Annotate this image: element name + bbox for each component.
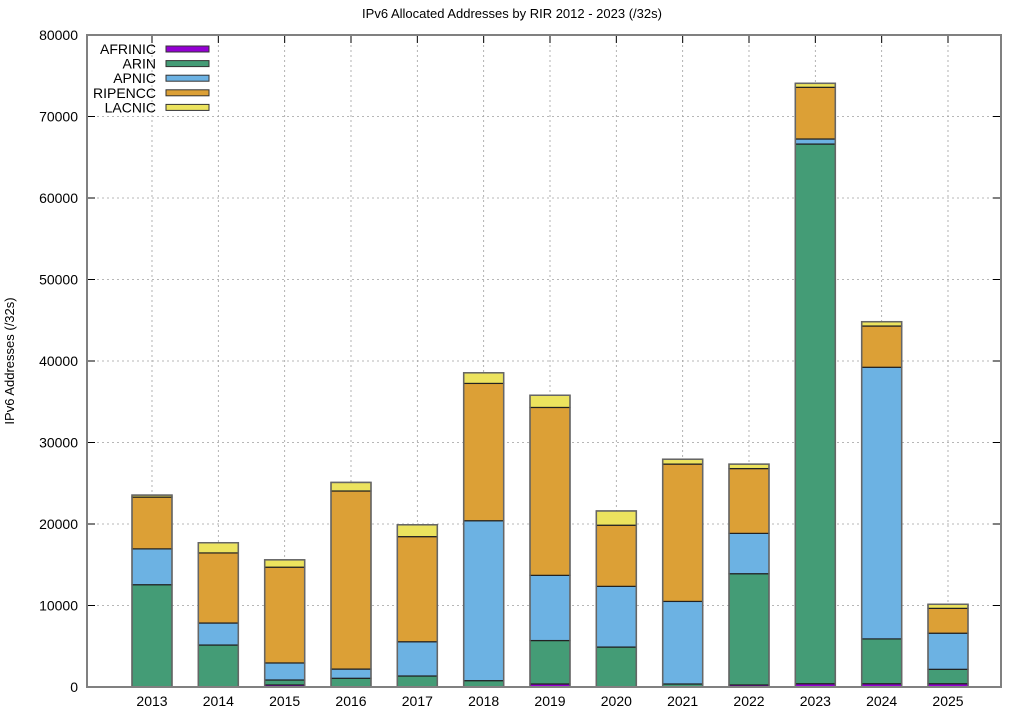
bar-segment-apnic <box>396 641 438 677</box>
bar-stack-2017 <box>396 524 439 688</box>
bar-segment-lacnic <box>396 524 438 538</box>
legend-label-afrinic: AFRINIC <box>100 41 156 57</box>
bar-segment-apnic <box>131 548 173 586</box>
bar-segment-apnic <box>595 585 637 648</box>
bar-segment-arin <box>728 573 770 686</box>
x-tick-label: 2020 <box>601 693 632 709</box>
y-tick-label: 20000 <box>39 516 78 532</box>
bar-segment-arin <box>264 679 306 686</box>
bar-segment-apnic <box>264 662 306 681</box>
bar-segment-arin <box>794 143 836 685</box>
bar-segment-lacnic <box>595 510 637 526</box>
bar-stack-2025 <box>927 603 969 688</box>
bar-segment-arin <box>131 584 173 688</box>
x-tick-label: 2018 <box>468 693 499 709</box>
bar-segment-lacnic <box>197 542 239 554</box>
chart-title: IPv6 Allocated Addresses by RIR 2012 - 2… <box>362 6 662 21</box>
bar-segment-ripencc <box>595 524 637 587</box>
x-tick-label: 2019 <box>534 693 565 709</box>
y-tick-label: 40000 <box>39 353 78 369</box>
bar-segment-arin <box>396 675 438 688</box>
bar-segment-ripencc <box>794 86 836 140</box>
bar-stack-2014 <box>197 541 240 688</box>
bar-segment-ripencc <box>662 463 704 603</box>
bar-stack-2024 <box>860 320 903 688</box>
bar-segment-lacnic <box>264 559 306 568</box>
bar-stack-2023 <box>794 82 837 688</box>
y-tick-label: 60000 <box>39 190 78 206</box>
y-tick-label: 0 <box>70 679 78 695</box>
bar-segment-ripencc <box>396 536 438 643</box>
legend-label-apnic: APNIC <box>113 70 156 86</box>
legend-label-arin: ARIN <box>123 56 156 72</box>
bar-stack-2013 <box>131 494 173 688</box>
bar-stack-2021 <box>661 458 704 688</box>
x-tick-label: 2013 <box>136 693 167 709</box>
bar-stack-2016 <box>330 481 372 688</box>
bar-segment-arin <box>529 639 571 685</box>
x-tick-label: 2017 <box>402 693 433 709</box>
bar-segment-apnic <box>662 600 704 685</box>
bar-segment-apnic <box>927 632 969 670</box>
axes: 0 10000 20000 30000 40000 50000 60000 70000 8000… <box>39 27 1002 709</box>
bar-stack-2019 <box>529 394 571 688</box>
bar-stack-2018 <box>462 372 505 688</box>
bar-segment-ripencc <box>728 467 770 534</box>
x-tick-label: 2023 <box>800 693 831 709</box>
y-tick-label: 30000 <box>39 435 78 451</box>
legend-swatch-arin <box>165 60 210 68</box>
legend-swatch-lacnic <box>165 103 210 111</box>
bar-segment-apnic <box>728 532 770 575</box>
bar-segment-apnic <box>861 366 903 640</box>
bar-segment-ripencc <box>330 490 372 670</box>
x-tick-label: 2022 <box>733 693 764 709</box>
bar-segment-arin <box>861 638 903 685</box>
plot-frame <box>86 34 1002 688</box>
bar-segment-apnic <box>794 138 836 145</box>
bar-stack-2022 <box>728 463 770 688</box>
bar-segment-apnic <box>529 574 571 642</box>
y-tick-label: 70000 <box>39 109 78 125</box>
bar-segment-apnic <box>330 668 372 679</box>
x-tick-label: 2015 <box>269 693 300 709</box>
bar-segment-arin <box>463 680 505 688</box>
bar-segment-ripencc <box>463 382 505 522</box>
x-tick-label: 2024 <box>866 693 897 709</box>
bar-segment-lacnic <box>529 394 571 409</box>
bar-stack-2015 <box>263 559 306 688</box>
x-tick-label: 2014 <box>203 693 234 709</box>
bar-segment-arin <box>595 646 637 688</box>
y-axis-label: IPv6 Addresses (/32s) <box>2 297 17 424</box>
x-tick-label: 2021 <box>667 693 698 709</box>
bar-segment-arin <box>330 677 372 688</box>
bar-segment-ripencc <box>927 607 969 634</box>
legend-label-ripencc: RIPENCC <box>93 85 156 101</box>
bar-segment-ripencc <box>529 406 571 576</box>
x-tick-label: 2025 <box>932 693 963 709</box>
bar-segment-apnic <box>197 622 239 646</box>
legend-label-lacnic: LACNIC <box>105 99 156 115</box>
bar-segment-ripencc <box>131 496 173 550</box>
bar-segment-lacnic <box>330 481 372 492</box>
y-tick-label: 10000 <box>39 598 78 614</box>
y-tick-label: 50000 <box>39 272 78 288</box>
x-tick-label: 2016 <box>335 693 366 709</box>
bar-segment-arin <box>927 668 969 685</box>
legend-swatch-afrinic <box>165 45 210 53</box>
bar-segment-lacnic <box>463 372 505 385</box>
bar-segment-ripencc <box>264 566 306 664</box>
bar-segment-ripencc <box>861 325 903 368</box>
bar-stack-2020 <box>595 510 638 688</box>
bar-segment-arin <box>197 644 239 688</box>
legend-swatch-apnic <box>165 74 210 82</box>
y-tick-label: 80000 <box>39 27 78 43</box>
bar-segment-apnic <box>463 520 505 682</box>
bar-segment-ripencc <box>197 552 239 624</box>
legend-swatch-ripencc <box>165 89 210 97</box>
